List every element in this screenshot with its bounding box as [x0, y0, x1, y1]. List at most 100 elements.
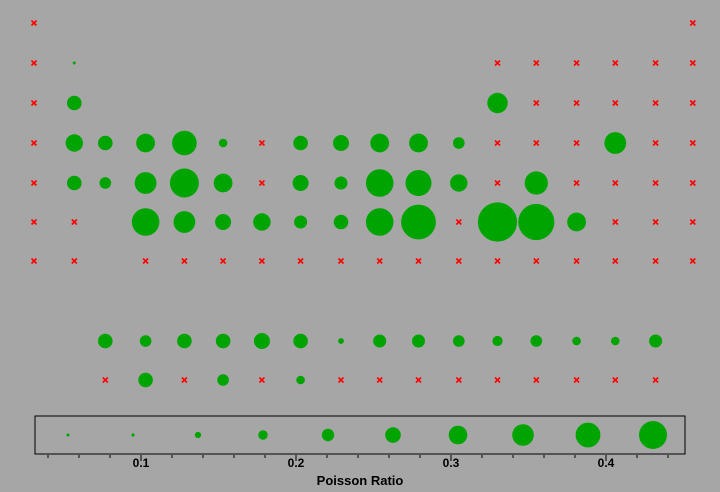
bubble-point [338, 338, 344, 344]
x-marker-point [612, 99, 619, 107]
bubble-point [138, 372, 153, 388]
x-marker-point [71, 218, 78, 226]
x-marker-point [455, 257, 462, 265]
bubble-point [217, 374, 229, 386]
bubble-point [365, 208, 394, 236]
x-marker-point [689, 139, 696, 147]
x-marker-point [71, 257, 78, 265]
bubble-point [99, 177, 112, 189]
x-marker-point [30, 99, 38, 107]
x-marker-point [494, 139, 501, 147]
bubble-point [373, 334, 387, 348]
x-marker-point [573, 376, 580, 384]
bubble-point [524, 171, 548, 195]
legend-bubble [575, 422, 601, 448]
bubble-point [477, 202, 518, 242]
x-marker-point [297, 257, 304, 265]
bubble-point [134, 172, 157, 194]
x-marker-point [652, 139, 659, 147]
x-marker-point [376, 257, 383, 265]
legend-bubble [194, 431, 202, 439]
bubble-point [177, 333, 192, 349]
bubble-point [253, 213, 271, 231]
x-marker-point [573, 99, 580, 107]
legend-bubble [131, 433, 135, 437]
x-marker-point [689, 257, 696, 265]
legend-bubble [385, 427, 401, 443]
bubble-point [412, 334, 425, 348]
bubble-point [611, 336, 620, 346]
bubble-point [453, 137, 465, 149]
bubble-point [169, 168, 199, 198]
x-marker-point [573, 179, 580, 187]
legend-bubble [512, 424, 534, 446]
legend-bubble [258, 430, 268, 440]
x-marker-point [612, 59, 619, 67]
bubble-point [292, 175, 309, 191]
bubble-point [365, 169, 394, 197]
bubble-point [518, 203, 555, 241]
x-marker-point [689, 99, 696, 107]
x-marker-point [612, 376, 619, 384]
bubble-point [215, 214, 232, 230]
x-marker-point [652, 257, 659, 265]
bubble-point [405, 170, 432, 196]
x-marker-point [30, 19, 38, 27]
bubble-point [139, 335, 152, 347]
bubble-point [333, 214, 349, 230]
bubble-point [401, 204, 436, 240]
x-marker-point [258, 376, 265, 384]
x-marker-point [258, 179, 265, 187]
x-marker-point [689, 218, 696, 226]
x-marker-point [30, 257, 38, 265]
x-marker-point [30, 218, 38, 226]
x-marker-point [612, 257, 619, 265]
bubble-point [131, 208, 160, 236]
x-marker-point [142, 257, 149, 265]
bubble-point [296, 375, 305, 385]
x-marker-point [689, 19, 696, 27]
bubble-point [370, 133, 390, 153]
x-marker-point [415, 376, 422, 384]
x-marker-point [181, 257, 188, 265]
x-marker-point [533, 376, 540, 384]
bubble-point [67, 175, 82, 191]
bubble-point [453, 335, 465, 347]
bubble-point [530, 335, 543, 347]
bubble-point [136, 133, 156, 153]
x-marker-point [30, 59, 38, 67]
bubble-point [409, 133, 428, 153]
x-marker-point [689, 59, 696, 67]
bubble-point [98, 135, 113, 151]
bubble-point [293, 135, 308, 151]
chart-marks [30, 19, 696, 388]
x-marker-point [30, 179, 38, 187]
x-marker-point [376, 376, 383, 384]
bubble-point [450, 174, 468, 192]
x-marker-point [652, 218, 659, 226]
bubble-point [649, 334, 663, 348]
x-marker-point [181, 376, 188, 384]
legend-bubble [639, 421, 667, 449]
x-marker-point [533, 257, 540, 265]
x-marker-point [494, 376, 501, 384]
x-marker-point [612, 218, 619, 226]
bubble-point [567, 212, 586, 232]
bubble-point [333, 135, 349, 151]
x-marker-point [455, 376, 462, 384]
x-marker-point [494, 59, 501, 67]
x-marker-point [455, 218, 462, 226]
bubble-point [218, 138, 228, 148]
x-marker-point [258, 257, 265, 265]
legend-bubble [321, 428, 335, 442]
x-marker-point [102, 376, 109, 384]
bubble-point [98, 333, 113, 349]
x-marker-point [652, 59, 659, 67]
x-tick-label: 0.4 [598, 456, 615, 470]
x-marker-point [533, 139, 540, 147]
legend-bubble [448, 425, 468, 445]
bubble-point [334, 176, 348, 190]
x-marker-point [337, 257, 345, 265]
